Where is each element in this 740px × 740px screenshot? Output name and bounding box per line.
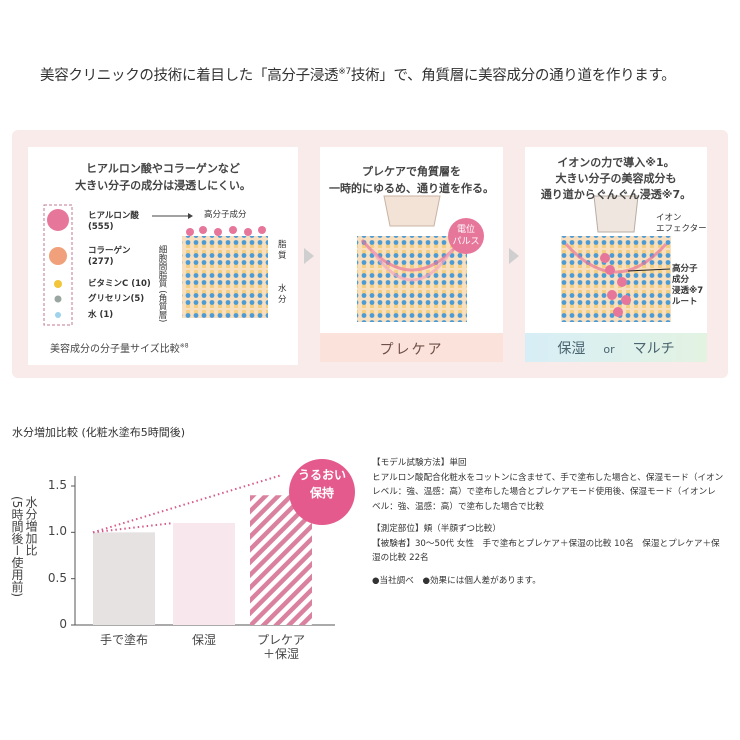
note: ヒアルロン酸配合化粧水をコットンに含ませて、手で塗布した場合と、保湿モード（イオ…	[372, 472, 724, 512]
headline-text: 技術」で、角質層に美容成分の通り道を作ります。	[350, 68, 676, 84]
mode-or: or	[603, 343, 615, 356]
molecule	[54, 280, 62, 288]
x-tick-label: 手で塗布	[99, 633, 148, 647]
y-tick-label: 0	[59, 617, 67, 631]
chart	[71, 459, 355, 626]
trend-dots	[92, 522, 174, 534]
card-footer-text: 保湿 or マルチ	[525, 338, 707, 358]
diagram-label: 脂質	[278, 240, 287, 261]
arrow	[304, 248, 314, 264]
device	[383, 195, 441, 227]
bar	[93, 532, 155, 625]
card-title: ヒアルロン酸やコラーゲンなど 大きい分子の成分は浸透しにくい。	[75, 162, 251, 192]
y-tick-label: 0.5	[47, 570, 67, 585]
path-arrow	[564, 243, 668, 274]
headline: 美容クリニックの技術に着目した「高分子浸透※7技術」で、角質層に美容成分の通り道…	[40, 64, 676, 85]
pointer	[627, 268, 671, 272]
diagram-label: 高分子成分	[204, 210, 247, 220]
y-tick-label: 1.0	[47, 524, 67, 539]
device	[593, 195, 639, 233]
badge-text: 電位 パルス	[452, 225, 480, 247]
caption-text: 美容成分の分子量サイズ比較	[50, 344, 180, 355]
molecule-label: ヒアルロン酸 (555)	[88, 211, 139, 232]
note: ●当社調べ ●効果には個人差があります。	[372, 575, 541, 586]
note-mark: ※7	[338, 67, 351, 78]
trend-dots	[92, 474, 282, 534]
x-tick-label: 保湿	[191, 633, 216, 647]
molecule-label: コラーゲン (277)	[88, 246, 131, 267]
molecule-label: 水 (1)	[88, 310, 114, 320]
card-footer	[525, 333, 707, 362]
caption: 美容成分の分子量サイズ比較※8	[50, 340, 189, 355]
note: 【被験者】30〜50代 女性 手で塗布とプレケア＋保湿の比較 10名 保湿とプレ…	[372, 538, 720, 564]
card-title: プレケアで角質層を 一時的にゆるめ、通り道を作る。	[329, 165, 494, 195]
notes: 【モデル試験方法】単回 ヒアルロン酸配合化粧水をコットンに含ませて、手で塗布した…	[372, 456, 724, 588]
mode: 保湿	[557, 341, 586, 357]
chart-title: 水分増加比較 (化粧水塗布5時間後)	[12, 426, 186, 439]
card-footer-text: プレケア	[379, 342, 444, 358]
pointer	[188, 213, 193, 219]
headline-text: 美容クリニックの技術に着目した「高分子浸透	[40, 68, 339, 84]
layer-diagram	[182, 236, 268, 318]
molecule	[47, 209, 69, 231]
x-tick-label: プレケア ＋保湿	[256, 633, 305, 661]
note: 【測定部位】頬（半顔ずつ比較）	[372, 524, 501, 534]
molecules	[600, 253, 631, 317]
badge	[448, 218, 484, 254]
y-axis-label: 水分増加比 (5時間後ー使用前)	[10, 496, 38, 597]
mode: マルチ	[632, 341, 675, 357]
diagram-label: 細胞間脂質 (角質層)	[157, 245, 167, 323]
arrow	[509, 248, 519, 264]
molecules-top	[186, 226, 266, 236]
diagram-label: 高分子 成分 浸透※7 ルート	[672, 264, 704, 307]
badge	[289, 459, 355, 525]
card-footer	[320, 333, 503, 362]
molecule-label: グリセリン(5)	[88, 294, 145, 304]
molecule	[54, 295, 62, 303]
note: 【モデル試験方法】単回	[372, 458, 467, 468]
diagram-label: イオン エフェクター	[656, 213, 707, 234]
molecule	[49, 247, 67, 265]
diagram-label: 水分	[278, 284, 287, 305]
badge-text: うるおい 保持	[297, 468, 346, 500]
molecule	[55, 312, 61, 318]
path-arrow	[370, 249, 454, 282]
note-mark: ※8	[179, 342, 189, 350]
card-title: イオンの力で導入※1。 大きい分子の美容成分も 通り道からぐんぐん浸透※7。	[540, 156, 692, 201]
y-tick-label: 1.5	[47, 478, 67, 492]
molecule-label: ビタミンC (10)	[88, 279, 151, 289]
molecule-box	[43, 204, 73, 326]
bar	[173, 523, 235, 625]
